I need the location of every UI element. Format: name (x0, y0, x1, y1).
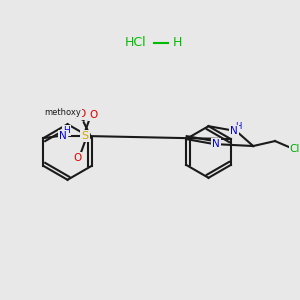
Text: methoxy: methoxy (44, 108, 81, 117)
Text: H: H (235, 122, 242, 131)
Text: HCl: HCl (125, 36, 147, 49)
Text: N: N (59, 131, 67, 141)
Text: N: N (212, 139, 220, 149)
Text: O: O (77, 109, 86, 119)
Text: O: O (73, 153, 81, 163)
Text: Cl: Cl (290, 144, 300, 154)
Text: O: O (89, 110, 97, 120)
Text: H: H (63, 126, 70, 135)
Text: H: H (173, 36, 182, 49)
Text: S: S (82, 131, 89, 141)
Text: N: N (230, 126, 238, 136)
